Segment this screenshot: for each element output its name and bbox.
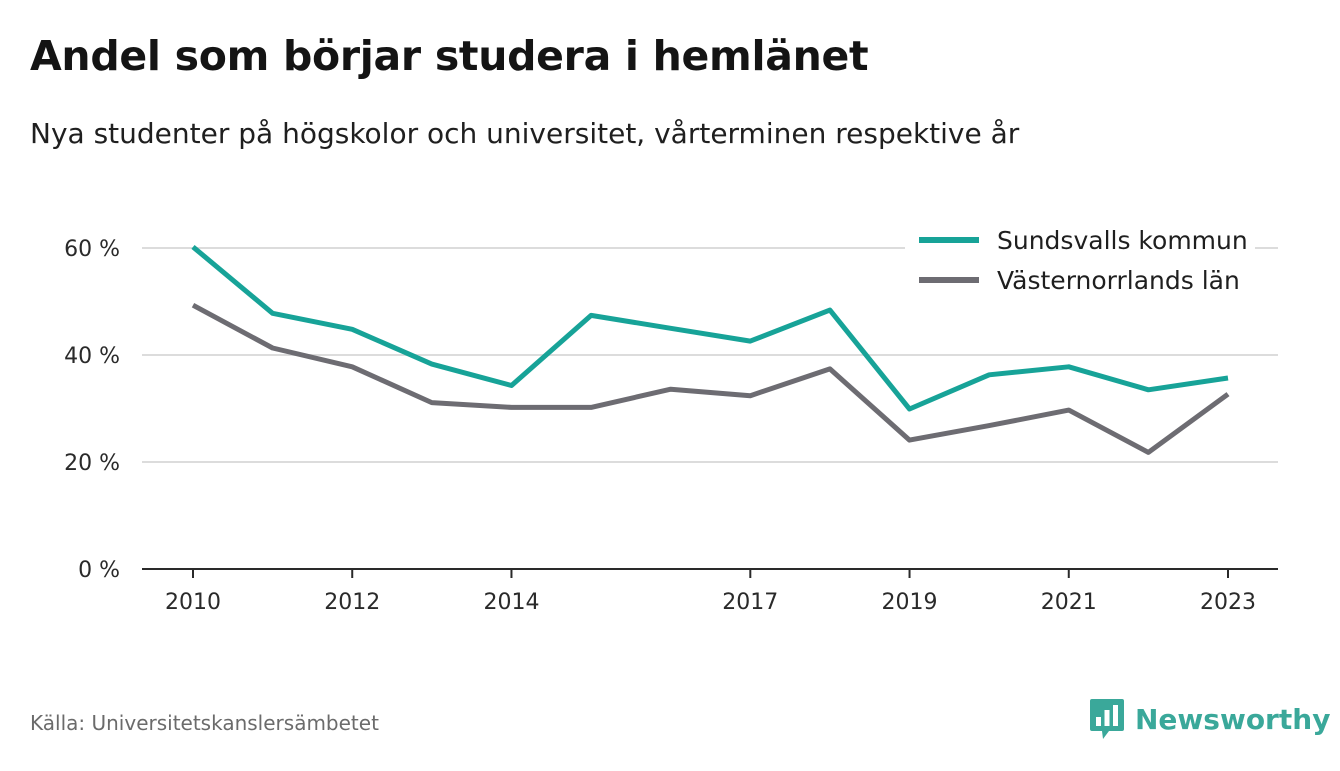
x-tick-label: 2023 [1200,590,1256,615]
axes: 0 % 20 % 40 % 60 % 2010 2012 2014 2017 2019 2021 2… [64,237,1278,615]
chart-subtitle: Nya studenter på högskolor och universit… [30,117,1020,150]
y-tick-label: 60 % [64,237,120,262]
legend-label: Sundsvalls kommun [997,226,1248,255]
legend-bg [905,216,1255,252]
series-line-sundsvalls-kommun [191,244,1229,412]
legend: Sundsvalls kommun Västernorrlands län [905,216,1255,295]
x-tick-label: 2014 [483,590,539,615]
y-tick-label: 0 % [78,558,120,583]
legend-label: Västernorrlands län [997,266,1240,295]
brand-logo: Newsworthy [1089,697,1330,741]
source-note: Källa: Universitetskanslersämbetet [30,711,379,735]
series-lines [191,244,1230,455]
x-tick-label: 2010 [165,590,221,615]
y-tick-label: 40 % [64,344,120,369]
brand-name: Newsworthy [1135,702,1331,736]
x-tick-label: 2012 [324,590,380,615]
x-tick-label: 2021 [1041,590,1097,615]
series-line-västernorrlands-län [191,302,1230,455]
x-tick-label: 2019 [882,590,938,615]
legend-bg [905,256,1255,292]
y-tick-label: 20 % [64,451,120,476]
newsworthy-logo-icon [1090,699,1124,739]
x-tick-label: 2017 [722,590,778,615]
chart-title: Andel som börjar studera i hemlänet [30,32,869,80]
